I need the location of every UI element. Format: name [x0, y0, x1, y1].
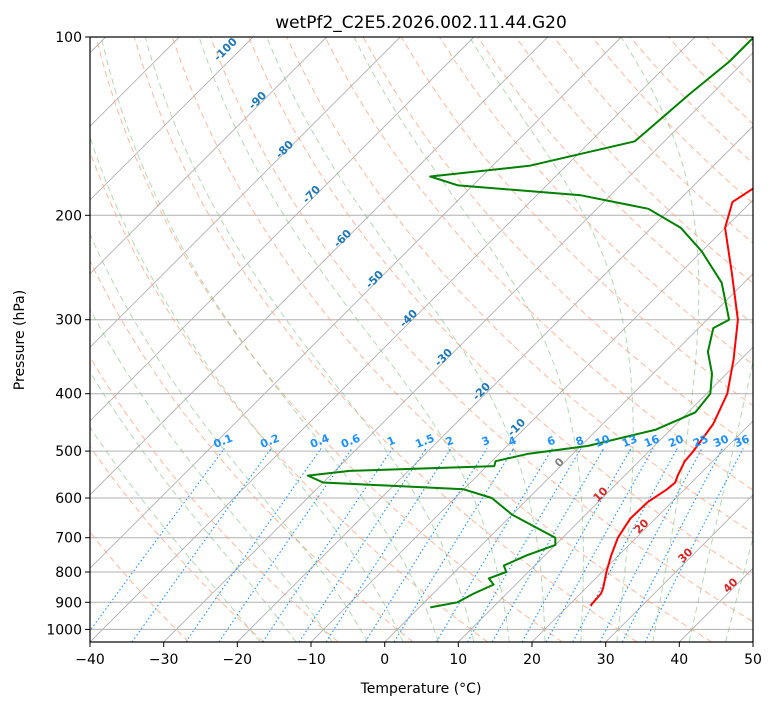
moist-adiabat	[266, 37, 546, 642]
dry-adiabat	[248, 37, 753, 578]
x-tick-label: 50	[744, 652, 762, 668]
x-tick-label: 30	[597, 652, 615, 668]
moist-adiabat	[90, 308, 333, 642]
y-tick-label: 700	[55, 531, 82, 547]
isotherm-line	[90, 37, 549, 496]
y-axis-label: Pressure (hPa)	[12, 290, 28, 390]
y-tick-label: 100	[55, 30, 82, 46]
y-tick-label: 1000	[46, 622, 82, 638]
isotherm-line	[605, 494, 753, 642]
x-tick-label: −40	[75, 652, 105, 668]
isotherm-line	[90, 37, 475, 422]
mixing-ratio-label: 8	[574, 434, 586, 449]
moist-adiabat	[198, 37, 510, 642]
mixing-ratio-line	[521, 448, 632, 642]
series-layer	[306, 37, 753, 609]
isotherm-line	[236, 125, 753, 642]
y-tick-label: 500	[55, 444, 82, 460]
x-tick-label: −20	[223, 652, 253, 668]
y-tick-label: 600	[55, 491, 82, 507]
dry-adiabat	[286, 37, 753, 534]
dry-adiabat	[90, 445, 264, 642]
mixing-ratio-line	[644, 448, 744, 642]
y-tick-label: 200	[55, 208, 82, 224]
dry-adiabat	[90, 259, 414, 642]
temperature-profile	[589, 187, 753, 607]
mixing-ratio-label: 25	[691, 432, 710, 450]
dry-adiabat	[515, 37, 753, 284]
mixing-ratio-line	[262, 448, 393, 642]
moist-adiabat	[90, 135, 404, 642]
isotherm-line	[90, 37, 622, 569]
mixing-ratio-label: 30	[712, 432, 731, 450]
mixing-ratio-line	[218, 448, 353, 642]
moist-adiabat	[90, 370, 297, 642]
y-tick-label: 800	[55, 565, 82, 581]
mixing-ratio-line	[435, 448, 553, 642]
mixing-ratio-label: 10	[593, 432, 612, 450]
dry-adiabat	[210, 37, 753, 623]
isotherm-line	[90, 37, 696, 642]
mixing-ratio-line	[185, 448, 322, 642]
mixing-ratio-line	[467, 448, 582, 642]
mixing-ratio-label: 20	[666, 432, 685, 450]
isotherm-line	[90, 37, 328, 275]
y-tick-label: 900	[55, 595, 82, 611]
moist-adiabat	[725, 536, 753, 642]
x-tick-label: −30	[149, 652, 179, 668]
y-tick-label: 300	[55, 313, 82, 329]
mixing-ratio-label: 16	[642, 432, 661, 450]
mixing-ratio-line	[364, 448, 488, 642]
isotherm-line	[531, 420, 753, 642]
mixing-ratio-label: 3	[480, 434, 492, 449]
x-tick-label: 10	[449, 652, 467, 668]
dry-adiabat	[171, 37, 712, 642]
mixing-ratio-line	[572, 448, 678, 642]
moist-adiabat	[688, 358, 753, 642]
dry-adiabat	[324, 37, 753, 491]
isotherm-line	[163, 52, 753, 642]
moist-adiabat	[90, 232, 369, 642]
moist-adiabat	[90, 426, 261, 642]
chart-title: wetPf2_C2E5.2026.002.11.44.G20	[275, 13, 567, 33]
x-axis-label: Temperature (°C)	[360, 681, 482, 697]
x-tick-label: 0	[380, 652, 389, 668]
y-tick-label: 400	[55, 387, 82, 403]
mixing-ratio-line	[90, 448, 225, 632]
dry-adiabat	[95, 37, 563, 642]
mixing-ratio-line	[393, 448, 515, 642]
isotherm-line	[384, 273, 753, 642]
mixing-ratio-label: 2	[444, 434, 456, 449]
x-tick-label: 40	[670, 652, 688, 668]
dry-adiabat	[90, 356, 339, 642]
moist-adiabat	[620, 37, 700, 642]
x-tick-label: −10	[296, 652, 326, 668]
mixing-ratio-label: 36	[732, 432, 751, 450]
isotherm-line	[90, 37, 401, 348]
moist-adiabat	[353, 37, 584, 642]
isotherm-line	[457, 346, 753, 642]
x-tick-label: 20	[523, 652, 541, 668]
isotherm-line	[90, 37, 254, 201]
mixing-ratio-label: 1	[385, 434, 397, 449]
mixing-ratio-label: 13	[620, 432, 639, 450]
dewpoint-profile	[306, 37, 753, 609]
mixing-ratio-line	[545, 448, 654, 642]
mixing-ratio-line	[131, 448, 272, 642]
moist-adiabat	[100, 37, 439, 642]
plot-frame	[89, 36, 754, 643]
